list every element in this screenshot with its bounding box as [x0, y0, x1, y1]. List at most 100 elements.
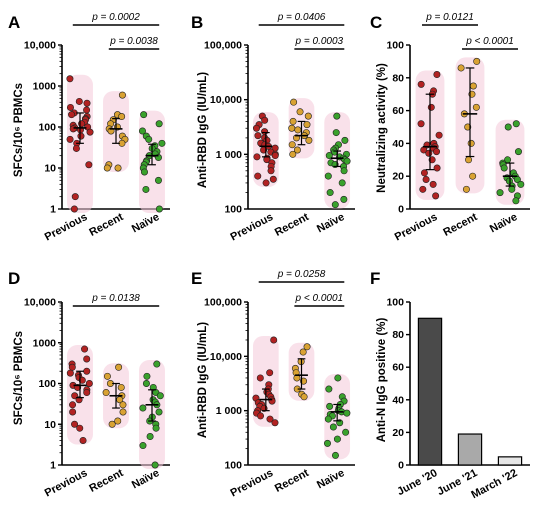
y-tick-label: 10,000: [210, 94, 242, 106]
data-point: [464, 123, 472, 131]
data-point: [142, 379, 150, 387]
data-point: [119, 408, 127, 416]
data-point: [517, 180, 525, 188]
y-tick-label: 100: [224, 204, 242, 216]
data-point: [114, 417, 122, 425]
data-point: [103, 164, 111, 172]
data-point: [341, 136, 349, 144]
data-point: [508, 185, 516, 193]
y-tick-label: 100: [386, 297, 404, 309]
data-point: [71, 193, 79, 201]
p-value-label: p = 0.0406: [277, 12, 326, 23]
data-point: [329, 423, 337, 431]
data-point: [271, 419, 279, 427]
y-tick-label: 40: [392, 394, 404, 406]
data-point: [496, 189, 504, 197]
data-point: [270, 336, 278, 344]
data-point: [305, 136, 313, 144]
x-category-label: Recent: [87, 211, 125, 239]
data-point: [117, 383, 125, 391]
y-tick-label: 1 000: [216, 149, 242, 161]
y-tick-label: 100,000: [204, 40, 242, 52]
data-point: [152, 424, 160, 432]
y-axis-label-e: Anti-RBD IgG (IU/mL): [197, 322, 209, 438]
data-point: [267, 167, 275, 175]
data-point: [323, 439, 331, 447]
y-tick-label: 100,000: [204, 297, 242, 309]
p-value-label: p < 0.0001: [295, 293, 344, 304]
data-point: [294, 126, 302, 134]
data-point: [76, 424, 84, 432]
x-category-label: Recent: [273, 211, 311, 239]
data-point: [289, 117, 297, 125]
x-category-label: Recent: [441, 211, 479, 239]
y-tick-label: 60: [392, 362, 404, 374]
data-point: [145, 135, 153, 143]
x-category-label: Previous: [43, 211, 90, 243]
bar: [417, 317, 443, 466]
x-category-label: Naïve: [488, 211, 520, 235]
data-point: [155, 408, 163, 416]
data-point: [293, 146, 301, 154]
x-category-label: March '22: [469, 467, 519, 501]
bar: [497, 456, 523, 466]
data-point: [69, 125, 77, 133]
data-point: [433, 71, 441, 79]
data-point: [158, 139, 166, 147]
data-point: [118, 91, 126, 99]
y-tick-label: 1: [50, 460, 56, 472]
y-tick-label: 40: [392, 138, 404, 150]
data-point: [71, 420, 79, 428]
data-point: [79, 436, 87, 444]
data-point: [289, 150, 297, 158]
data-point: [83, 389, 91, 397]
y-tick-label: 1000: [33, 337, 57, 349]
data-point: [142, 185, 150, 193]
x-category-label: Previous: [43, 467, 90, 499]
y-axis-label-c: Neutralizing activity (%): [376, 63, 388, 193]
y-axis-label-d: SFCs/10⁶ PBMCs: [13, 331, 25, 425]
panel-letter-f: F: [370, 269, 380, 288]
y-tick-label: 60: [392, 105, 404, 117]
panel-letter-a: A: [8, 13, 20, 32]
y-tick-label: 20: [392, 427, 404, 439]
data-point: [140, 111, 148, 119]
x-category-label: Previous: [229, 211, 276, 243]
y-tick-label: 10,000: [24, 297, 56, 309]
data-point: [303, 121, 311, 129]
data-point: [86, 128, 94, 136]
data-point: [324, 415, 332, 423]
data-point: [473, 57, 481, 65]
data-point: [332, 129, 340, 137]
data-point: [75, 97, 83, 105]
y-axis-label-b: Anti-RBD IgG (IU/mL): [197, 72, 209, 188]
data-point: [469, 172, 477, 180]
data-point: [66, 369, 74, 377]
data-point: [269, 175, 277, 183]
data-point: [338, 179, 346, 187]
data-point: [119, 401, 127, 409]
data-point: [343, 409, 351, 417]
p-value-label: p = 0.0003: [295, 36, 344, 47]
data-point: [155, 205, 163, 213]
data-point: [266, 369, 274, 377]
data-point: [288, 124, 296, 132]
data-point: [429, 180, 437, 188]
data-point: [427, 103, 435, 111]
data-point: [156, 392, 164, 400]
data-point: [68, 111, 76, 119]
data-point: [504, 123, 512, 131]
panel-c: C Neutralizing activity (%) 0 20 40 60 80 100…: [370, 12, 530, 243]
data-point: [72, 144, 80, 152]
y-tick-label: 100: [386, 40, 404, 52]
panel-d: D SFCs/10⁶ PBMCs 1 10 100 1000 10,000 Previou…: [8, 269, 170, 499]
y-tick-label: 100: [38, 122, 56, 134]
data-point: [326, 189, 334, 197]
data-point: [290, 98, 298, 106]
data-point: [85, 379, 93, 387]
